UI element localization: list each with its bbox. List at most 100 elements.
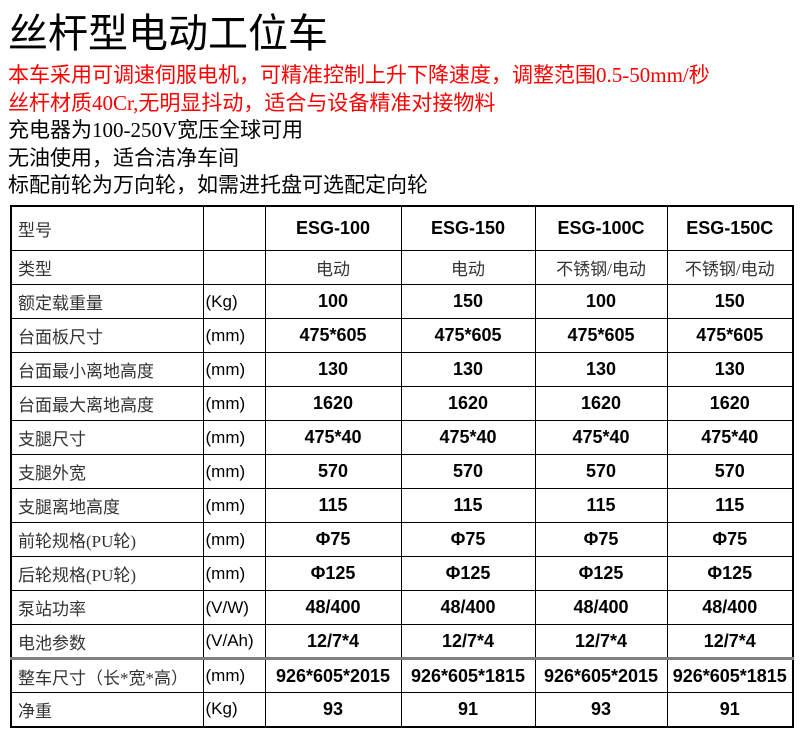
spec-value: 115 bbox=[264, 488, 402, 523]
spec-value: 48/400 bbox=[666, 590, 794, 625]
spec-value: 不锈钢/电动 bbox=[534, 250, 668, 285]
spec-value: Φ75 bbox=[534, 522, 668, 557]
spec-value: 48/400 bbox=[400, 590, 536, 625]
spec-value: 150 bbox=[666, 284, 794, 319]
spec-row-spec: 台面最小离地高度 (mm) 130 130 130 130 bbox=[10, 352, 794, 387]
intro-line-4: 无油使用，适合洁净车间 bbox=[8, 145, 239, 170]
spec-unit: (V/W) bbox=[202, 590, 266, 625]
spec-row-spec: 泵站功率 (V/W) 48/400 48/400 48/400 48/400 bbox=[10, 590, 794, 625]
spec-label: 台面板尺寸 bbox=[10, 318, 204, 353]
spec-label: 后轮规格(PU轮) bbox=[10, 556, 204, 591]
spec-value: 130 bbox=[400, 352, 536, 387]
intro-line-5: 标配前轮为万向轮，如需进托盘可选配定向轮 bbox=[8, 173, 428, 197]
spec-unit: (Kg) bbox=[202, 692, 266, 727]
spec-value: 926*605*1815 bbox=[666, 657, 794, 693]
spec-row-spec: 净重 (Kg) 93 91 93 91 bbox=[10, 692, 794, 727]
intro-line-3: 充电器为100-250V宽压全球可用 bbox=[8, 118, 304, 142]
spec-row-spec: 额定载重量 (Kg) 100 150 100 150 bbox=[10, 284, 794, 319]
spec-unit: (mm) bbox=[202, 454, 266, 489]
page-title: 丝杆型电动工位车 bbox=[8, 11, 328, 56]
spec-value: 100 bbox=[534, 284, 668, 319]
spec-value: ESG-100C bbox=[534, 205, 668, 251]
spec-value: 130 bbox=[666, 352, 794, 387]
spec-unit: (mm) bbox=[202, 488, 266, 523]
spec-unit: (mm) bbox=[202, 420, 266, 455]
spec-value: 12/7*4 bbox=[264, 624, 402, 659]
spec-row-spec: 台面最大离地高度 (mm) 1620 1620 1620 1620 bbox=[10, 386, 794, 421]
spec-row-spec: 后轮规格(PU轮) (mm) Φ125 Φ125 Φ125 Φ125 bbox=[10, 556, 794, 591]
spec-label: 支腿离地高度 bbox=[10, 488, 204, 523]
spec-value: ESG-100 bbox=[264, 205, 402, 251]
spec-value: 48/400 bbox=[534, 590, 668, 625]
spec-label: 类型 bbox=[10, 250, 204, 285]
spec-unit: (mm) bbox=[202, 352, 266, 387]
spec-unit: (mm) bbox=[202, 386, 266, 421]
spec-value: 475*605 bbox=[400, 318, 536, 353]
intro-line-2: 丝杆材质40Cr,无明显抖动，适合与设备精准对接物料 bbox=[8, 90, 496, 115]
spec-value: 115 bbox=[534, 488, 668, 523]
spec-unit: (V/Ah) bbox=[202, 624, 266, 659]
spec-unit: (Kg) bbox=[202, 284, 266, 319]
spec-value: 475*40 bbox=[666, 420, 794, 455]
spec-value: 926*605*2015 bbox=[534, 657, 668, 693]
spec-value: 93 bbox=[534, 692, 668, 727]
spec-label: 台面最大离地高度 bbox=[10, 386, 204, 421]
spec-unit bbox=[202, 205, 266, 251]
spec-unit: (mm) bbox=[202, 657, 266, 693]
spec-value: 91 bbox=[400, 692, 536, 727]
spec-value: 475*40 bbox=[400, 420, 536, 455]
spec-value: 115 bbox=[666, 488, 794, 523]
spec-value: 926*605*2015 bbox=[264, 657, 402, 693]
spec-row-spec: 支腿外宽 (mm) 570 570 570 570 bbox=[10, 454, 794, 489]
intro-text-block: 本车采用可调速伺服电机，可精准控制上升下降速度，调整范围0.5-50mm/秒 丝杆… bbox=[8, 62, 800, 200]
spec-value: 570 bbox=[534, 454, 668, 489]
spec-value: 475*40 bbox=[534, 420, 668, 455]
spec-value: Φ125 bbox=[534, 556, 668, 591]
spec-label: 前轮规格(PU轮) bbox=[10, 522, 204, 557]
intro-line-1: 本车采用可调速伺服电机，可精准控制上升下降速度，调整范围0.5-50mm/秒 bbox=[8, 63, 710, 87]
spec-row-type: 类型 电动 电动 不锈钢/电动 不锈钢/电动 bbox=[10, 250, 794, 285]
spec-value: 12/7*4 bbox=[666, 624, 794, 659]
spec-value: ESG-150C bbox=[666, 205, 794, 251]
spec-value: 1620 bbox=[400, 386, 536, 421]
spec-value: ESG-150 bbox=[400, 205, 536, 251]
spec-value: 570 bbox=[666, 454, 794, 489]
spec-value: 12/7*4 bbox=[400, 624, 536, 659]
spec-label: 泵站功率 bbox=[10, 590, 204, 625]
spec-value: Φ75 bbox=[264, 522, 402, 557]
spec-value: 150 bbox=[400, 284, 536, 319]
spec-label: 支腿外宽 bbox=[10, 454, 204, 489]
spec-value: 570 bbox=[264, 454, 402, 489]
spec-label: 支腿尺寸 bbox=[10, 420, 204, 455]
spec-unit: (mm) bbox=[202, 556, 266, 591]
spec-label: 整车尺寸（长*宽*高） bbox=[10, 657, 204, 693]
spec-value: 570 bbox=[400, 454, 536, 489]
spec-unit: (mm) bbox=[202, 522, 266, 557]
spec-value: 475*40 bbox=[264, 420, 402, 455]
spec-value: 130 bbox=[264, 352, 402, 387]
spec-label: 额定载重量 bbox=[10, 284, 204, 319]
spec-value: 115 bbox=[400, 488, 536, 523]
spec-value: 926*605*1815 bbox=[400, 657, 536, 693]
spec-label: 型号 bbox=[10, 205, 204, 251]
spec-row-spec: 整车尺寸（长*宽*高） (mm) 926*605*2015 926*605*1815 9… bbox=[10, 657, 794, 693]
spec-row-model: 型号 ESG-100 ESG-150 ESG-100C ESG-150C bbox=[10, 205, 794, 251]
spec-value: 1620 bbox=[264, 386, 402, 421]
spec-value: 475*605 bbox=[264, 318, 402, 353]
spec-value: 93 bbox=[264, 692, 402, 727]
spec-row-spec: 台面板尺寸 (mm) 475*605 475*605 475*605 475*605 bbox=[10, 318, 794, 353]
spec-value: 475*605 bbox=[666, 318, 794, 353]
spec-value: Φ75 bbox=[666, 522, 794, 557]
spec-value: Φ125 bbox=[264, 556, 402, 591]
spec-row-spec: 支腿尺寸 (mm) 475*40 475*40 475*40 475*40 bbox=[10, 420, 794, 455]
spec-value: 12/7*4 bbox=[534, 624, 668, 659]
spec-value: Φ125 bbox=[666, 556, 794, 591]
spec-row-spec: 电池参数 (V/Ah) 12/7*4 12/7*4 12/7*4 12/7*4 bbox=[10, 624, 794, 659]
spec-value: Φ75 bbox=[400, 522, 536, 557]
spec-value: 130 bbox=[534, 352, 668, 387]
spec-unit: (mm) bbox=[202, 318, 266, 353]
spec-value: 1620 bbox=[534, 386, 668, 421]
spec-value: 1620 bbox=[666, 386, 794, 421]
spec-value: 电动 bbox=[264, 250, 402, 285]
